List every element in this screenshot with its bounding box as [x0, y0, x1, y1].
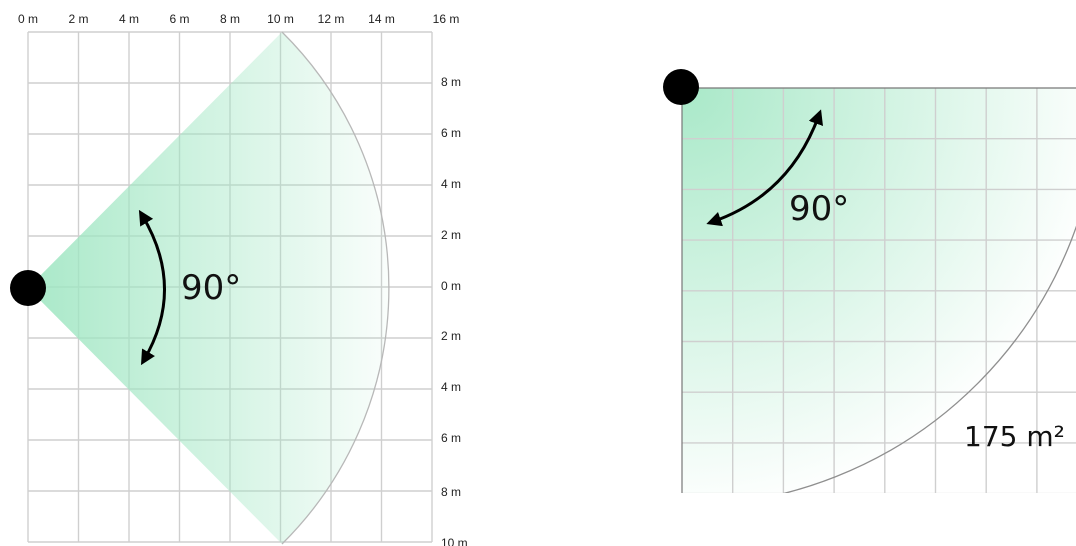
left-angle-label: 90° — [181, 268, 241, 308]
right-tick-label: 6 m — [441, 431, 461, 445]
left-angle-arrow — [138, 209, 166, 366]
top-tick-label: 4 m — [119, 12, 139, 26]
right-tick-label: 2 m — [441, 329, 461, 343]
right-tick-label: 10 m — [441, 536, 468, 546]
right-range-arc — [782, 225, 1076, 493]
right-tick-label: 4 m — [441, 380, 461, 394]
right-angle-label: 90° — [789, 189, 849, 229]
right-tick-label: 8 m — [441, 485, 461, 499]
coverage-area-label: 175 m² — [964, 420, 1065, 453]
top-tick-label: 14 m — [368, 12, 395, 26]
right-tick-label: 8 m — [441, 75, 461, 89]
right-axis: 8 m 6 m 4 m 2 m 0 m 2 m 4 m 6 m 8 m 10 m — [441, 75, 468, 546]
left-sensor-dot — [10, 270, 46, 306]
right-diagram: 90° 175 m² — [663, 69, 1076, 493]
right-tick-label: 6 m — [441, 126, 461, 140]
left-diagram: 0 m 2 m 4 m 6 m 8 m 10 m 12 m 14 m 16 m 8 m 6 m 4 … — [10, 12, 468, 546]
right-tick-label: 2 m — [441, 228, 461, 242]
top-tick-label: 10 m — [267, 12, 294, 26]
top-axis: 0 m 2 m 4 m 6 m 8 m 10 m 12 m 14 m 16 m — [18, 12, 459, 26]
top-tick-label: 6 m — [169, 12, 189, 26]
top-tick-label: 16 m — [433, 12, 460, 26]
right-tick-label: 4 m — [441, 177, 461, 191]
top-tick-label: 8 m — [220, 12, 240, 26]
right-tick-label: 0 m — [441, 279, 461, 293]
left-range-arc — [281, 31, 390, 545]
top-tick-label: 12 m — [318, 12, 345, 26]
right-angle-arrow — [706, 109, 823, 227]
top-tick-label: 2 m — [68, 12, 88, 26]
left-detection-sector — [28, 32, 389, 544]
top-tick-label: 0 m — [18, 12, 38, 26]
right-sensor-dot — [663, 69, 699, 105]
